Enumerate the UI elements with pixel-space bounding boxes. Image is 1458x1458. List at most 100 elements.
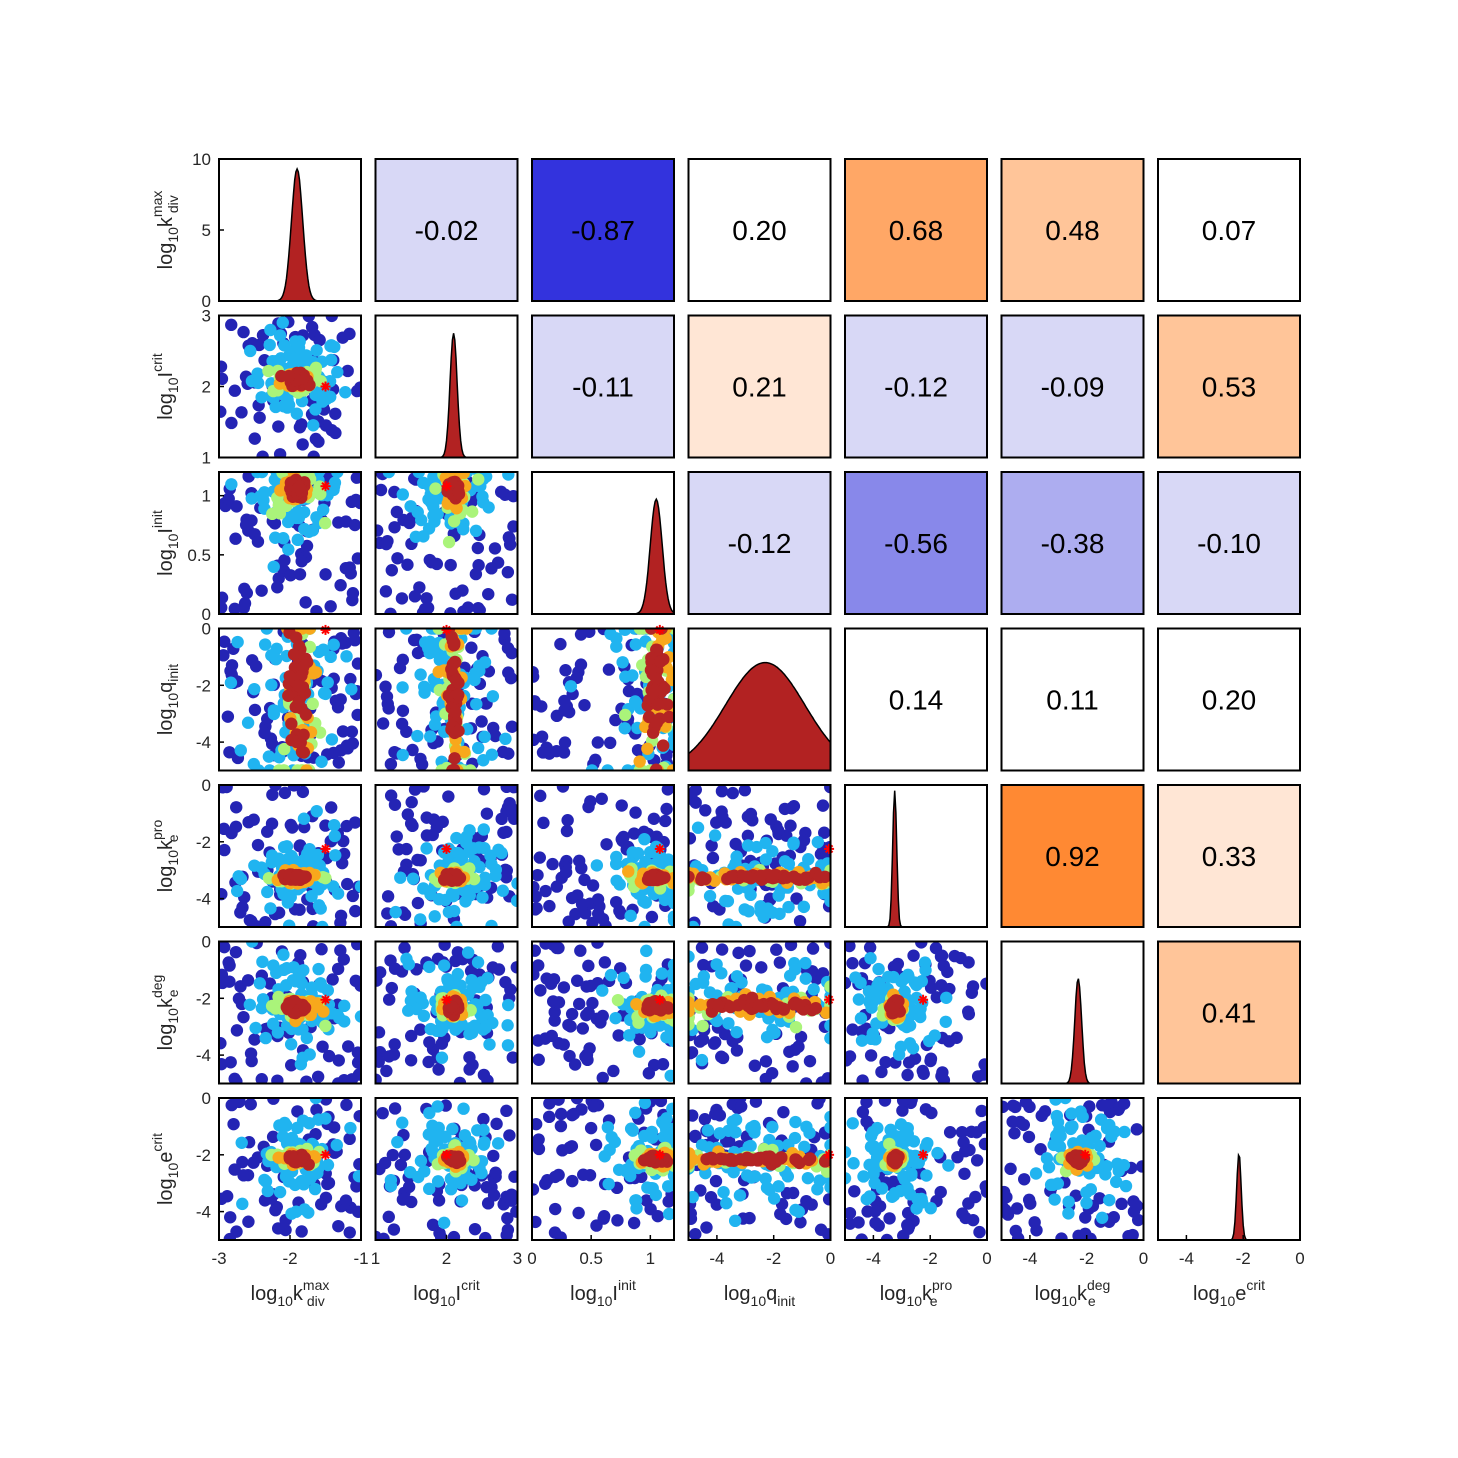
sample-point xyxy=(266,788,279,801)
sample-point xyxy=(532,890,542,903)
sample-point xyxy=(559,866,573,879)
sample-point xyxy=(661,785,674,796)
sample-point xyxy=(505,720,518,733)
sample-point xyxy=(480,807,494,820)
correlation-cell xyxy=(1157,784,1301,928)
sample-point xyxy=(793,914,807,927)
sample-point xyxy=(476,891,489,904)
sample-point xyxy=(389,905,402,919)
sample-point xyxy=(293,421,307,434)
sample-point xyxy=(667,1030,674,1043)
correlation-cell xyxy=(687,471,832,615)
sample-point xyxy=(484,849,497,862)
sample-point xyxy=(505,593,518,606)
sample-point xyxy=(221,710,235,723)
sample-point xyxy=(845,1206,857,1220)
sample-point xyxy=(243,998,257,1011)
sample-point xyxy=(219,601,228,614)
sample-point xyxy=(532,1053,545,1066)
sample-point xyxy=(485,562,498,575)
sample-point xyxy=(591,893,605,906)
panel-2-6: -0.10 xyxy=(1157,471,1301,615)
sample-point xyxy=(384,920,398,927)
sample-point xyxy=(772,1180,785,1193)
sample-point xyxy=(602,1177,615,1191)
sample-point xyxy=(788,1043,802,1056)
sample-point xyxy=(375,1162,386,1176)
sample-point xyxy=(351,941,361,948)
sample-point xyxy=(589,1138,603,1152)
sample-point xyxy=(820,1006,831,1019)
sample-point xyxy=(311,1070,325,1083)
sample-point xyxy=(330,1138,343,1152)
sample-point xyxy=(813,871,826,884)
sample-point xyxy=(352,1068,361,1081)
sample-point xyxy=(565,891,579,905)
correlation-value: 0.20 xyxy=(1202,685,1257,716)
sample-point xyxy=(617,830,630,844)
sample-point xyxy=(331,1077,345,1084)
sample-point xyxy=(558,736,572,749)
sample-point xyxy=(340,1098,353,1112)
sample-point xyxy=(278,339,291,352)
sample-point xyxy=(381,890,395,903)
sample-point xyxy=(611,993,625,1007)
sample-point xyxy=(604,968,618,982)
sample-point xyxy=(784,819,797,832)
sample-point xyxy=(269,1203,282,1217)
sample-point xyxy=(792,1205,806,1218)
sample-point xyxy=(302,315,316,323)
sample-point xyxy=(556,785,570,793)
sample-point xyxy=(340,650,353,663)
sample-point xyxy=(255,391,268,404)
panel-frame xyxy=(374,784,519,928)
sample-point xyxy=(554,637,567,651)
sample-point xyxy=(738,785,752,797)
sample-point xyxy=(398,941,411,955)
sample-point xyxy=(506,803,518,816)
sample-point xyxy=(318,516,332,530)
sample-point xyxy=(332,1219,345,1233)
sample-point xyxy=(255,584,268,597)
sample-point xyxy=(307,419,320,432)
sample-point xyxy=(236,1197,249,1211)
sample-point xyxy=(431,1100,444,1113)
sample-point xyxy=(919,964,932,977)
sample-point xyxy=(398,1148,412,1162)
scatter-points xyxy=(219,628,361,771)
sample-point xyxy=(299,708,313,721)
sample-point xyxy=(615,799,628,812)
sample-point xyxy=(639,855,652,869)
sample-point xyxy=(349,904,361,918)
sample-point xyxy=(251,376,265,390)
sample-point xyxy=(741,810,755,823)
sample-point xyxy=(482,587,495,601)
sample-point xyxy=(339,562,353,575)
correlation-cell xyxy=(1000,627,1145,772)
sample-point xyxy=(222,956,235,969)
panel-frame xyxy=(687,784,832,928)
y-tick-label: -4 xyxy=(196,1046,211,1065)
sample-point xyxy=(351,708,361,722)
sample-point xyxy=(350,1180,361,1193)
sample-point xyxy=(695,1053,709,1067)
sample-point xyxy=(232,1098,246,1109)
sample-point xyxy=(879,1056,892,1069)
sample-point xyxy=(892,1048,906,1061)
sample-point xyxy=(496,884,510,897)
sample-point xyxy=(688,884,695,897)
sample-point xyxy=(543,1098,556,1110)
sample-point xyxy=(328,829,341,843)
sample-point xyxy=(249,660,263,673)
sample-point xyxy=(473,604,486,614)
sample-point xyxy=(229,532,242,545)
sample-point xyxy=(446,764,459,771)
sample-point xyxy=(396,653,410,667)
sample-point xyxy=(650,763,663,771)
panel-4-5: 0.92 xyxy=(1000,784,1145,928)
sample-point xyxy=(376,1106,389,1120)
sample-point xyxy=(321,676,334,689)
sample-point xyxy=(488,542,502,555)
sample-point xyxy=(267,707,281,721)
sample-point xyxy=(943,1126,957,1139)
